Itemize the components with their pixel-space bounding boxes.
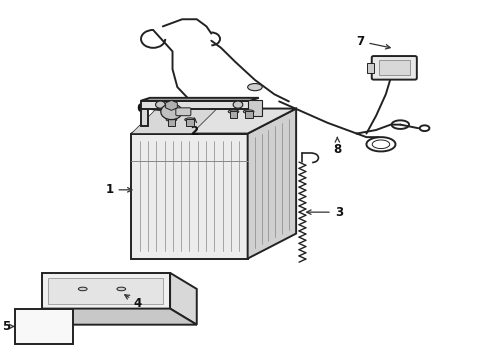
Ellipse shape <box>117 287 125 291</box>
Ellipse shape <box>243 110 253 113</box>
Polygon shape <box>131 134 247 258</box>
Ellipse shape <box>78 287 87 291</box>
Bar <box>244 111 252 118</box>
Polygon shape <box>141 101 249 109</box>
Circle shape <box>233 101 243 108</box>
Ellipse shape <box>184 118 195 121</box>
Bar <box>167 119 175 126</box>
Text: 4: 4 <box>124 295 142 310</box>
Text: 8: 8 <box>332 137 341 156</box>
Polygon shape <box>141 109 148 126</box>
Polygon shape <box>131 109 217 134</box>
Text: 3: 3 <box>306 206 342 219</box>
Bar <box>366 63 373 73</box>
Polygon shape <box>41 309 196 325</box>
Polygon shape <box>141 98 258 101</box>
Bar <box>378 60 409 75</box>
Bar <box>15 309 73 344</box>
Text: 1: 1 <box>105 183 132 196</box>
Text: 7: 7 <box>356 35 389 49</box>
Bar <box>247 100 262 116</box>
Bar <box>229 111 237 118</box>
Text: 2: 2 <box>190 118 198 138</box>
Circle shape <box>155 101 165 108</box>
Polygon shape <box>131 109 296 134</box>
Ellipse shape <box>228 110 238 113</box>
Polygon shape <box>48 278 163 303</box>
Polygon shape <box>247 109 296 258</box>
FancyBboxPatch shape <box>176 108 190 116</box>
Text: 6: 6 <box>136 102 167 115</box>
FancyBboxPatch shape <box>371 56 416 80</box>
Bar <box>186 119 194 126</box>
Text: 5: 5 <box>2 320 14 333</box>
Polygon shape <box>41 273 170 309</box>
Ellipse shape <box>247 84 262 91</box>
Ellipse shape <box>166 118 177 121</box>
Circle shape <box>161 104 182 120</box>
Polygon shape <box>170 273 196 325</box>
